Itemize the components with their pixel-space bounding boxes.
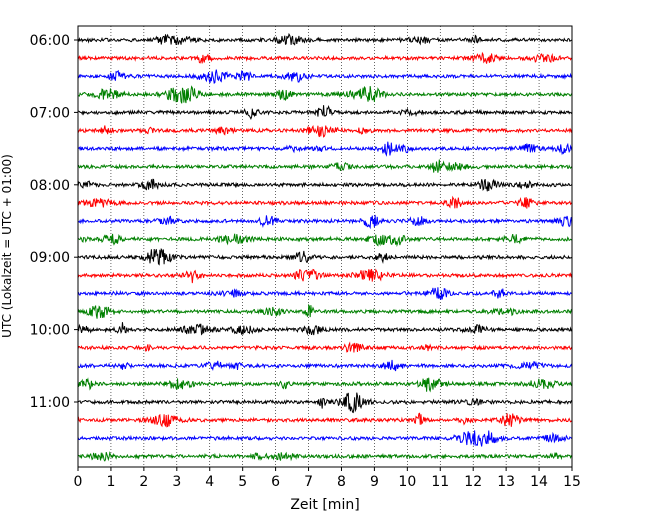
trace-row-2: [77, 69, 573, 85]
trace-row-16: [77, 322, 573, 336]
trace-row-18: [77, 359, 573, 372]
plot-frame: [77, 25, 573, 468]
traces: [77, 32, 573, 462]
trace-row-17: [77, 341, 573, 353]
trace-row-10: [77, 214, 573, 230]
trace-row-23: [77, 451, 573, 462]
x-axis-title: Zeit [min]: [290, 497, 359, 513]
y-axis-title: UTC (Lokalzeit = UTC + 01:00): [0, 154, 14, 338]
y-tick-label-3: 09:00: [30, 250, 70, 266]
x-tick-label-6: 6: [271, 474, 280, 490]
trace-row-6: [77, 141, 573, 157]
x-tick-label-15: 15: [563, 474, 581, 490]
y-tick-label-0: 06:00: [30, 33, 70, 49]
x-tick-label-2: 2: [139, 474, 148, 490]
trace-row-0: [77, 32, 573, 46]
y-tick-label-2: 08:00: [30, 178, 70, 194]
x-tick-label-5: 5: [238, 474, 247, 490]
trace-row-4: [77, 105, 573, 120]
x-tick-label-4: 4: [205, 474, 214, 490]
trace-row-19: [77, 377, 573, 393]
x-tick-label-13: 13: [497, 474, 515, 490]
y-axis-ticks: 06:00 07:00 08:00 09:00 10:00 11:00: [30, 33, 78, 411]
trace-row-7: [77, 159, 573, 173]
trace-row-12: [77, 247, 573, 266]
trace-row-3: [77, 85, 573, 104]
trace-row-11: [77, 233, 573, 247]
trace-row-9: [77, 195, 573, 209]
trace-row-15: [77, 303, 573, 319]
plot-background: [78, 26, 572, 467]
trace-row-22: [77, 430, 573, 447]
y-tick-label-5: 11:00: [30, 395, 70, 411]
x-tick-label-0: 0: [74, 474, 83, 490]
x-tick-label-10: 10: [398, 474, 416, 490]
trace-row-20: [77, 392, 573, 414]
trace-row-8: [77, 178, 573, 192]
trace-row-5: [77, 124, 573, 138]
x-tick-label-1: 1: [106, 474, 115, 490]
x-tick-label-14: 14: [530, 474, 548, 490]
x-tick-label-8: 8: [337, 474, 346, 490]
x-tick-label-7: 7: [304, 474, 313, 490]
trace-row-13: [77, 268, 573, 284]
x-tick-label-9: 9: [370, 474, 379, 490]
x-tick-label-12: 12: [464, 474, 482, 490]
y-tick-label-4: 10:00: [30, 323, 70, 339]
x-tick-label-11: 11: [431, 474, 449, 490]
x-axis-ticks: 0 1 2 3 4 5 6 7 8 9 10 11 12 13 14 15: [74, 467, 581, 490]
trace-row-14: [77, 287, 573, 301]
y-tick-label-1: 07:00: [30, 105, 70, 121]
trace-row-21: [77, 412, 573, 428]
x-tick-label-3: 3: [172, 474, 181, 490]
trace-row-1: [77, 51, 573, 64]
